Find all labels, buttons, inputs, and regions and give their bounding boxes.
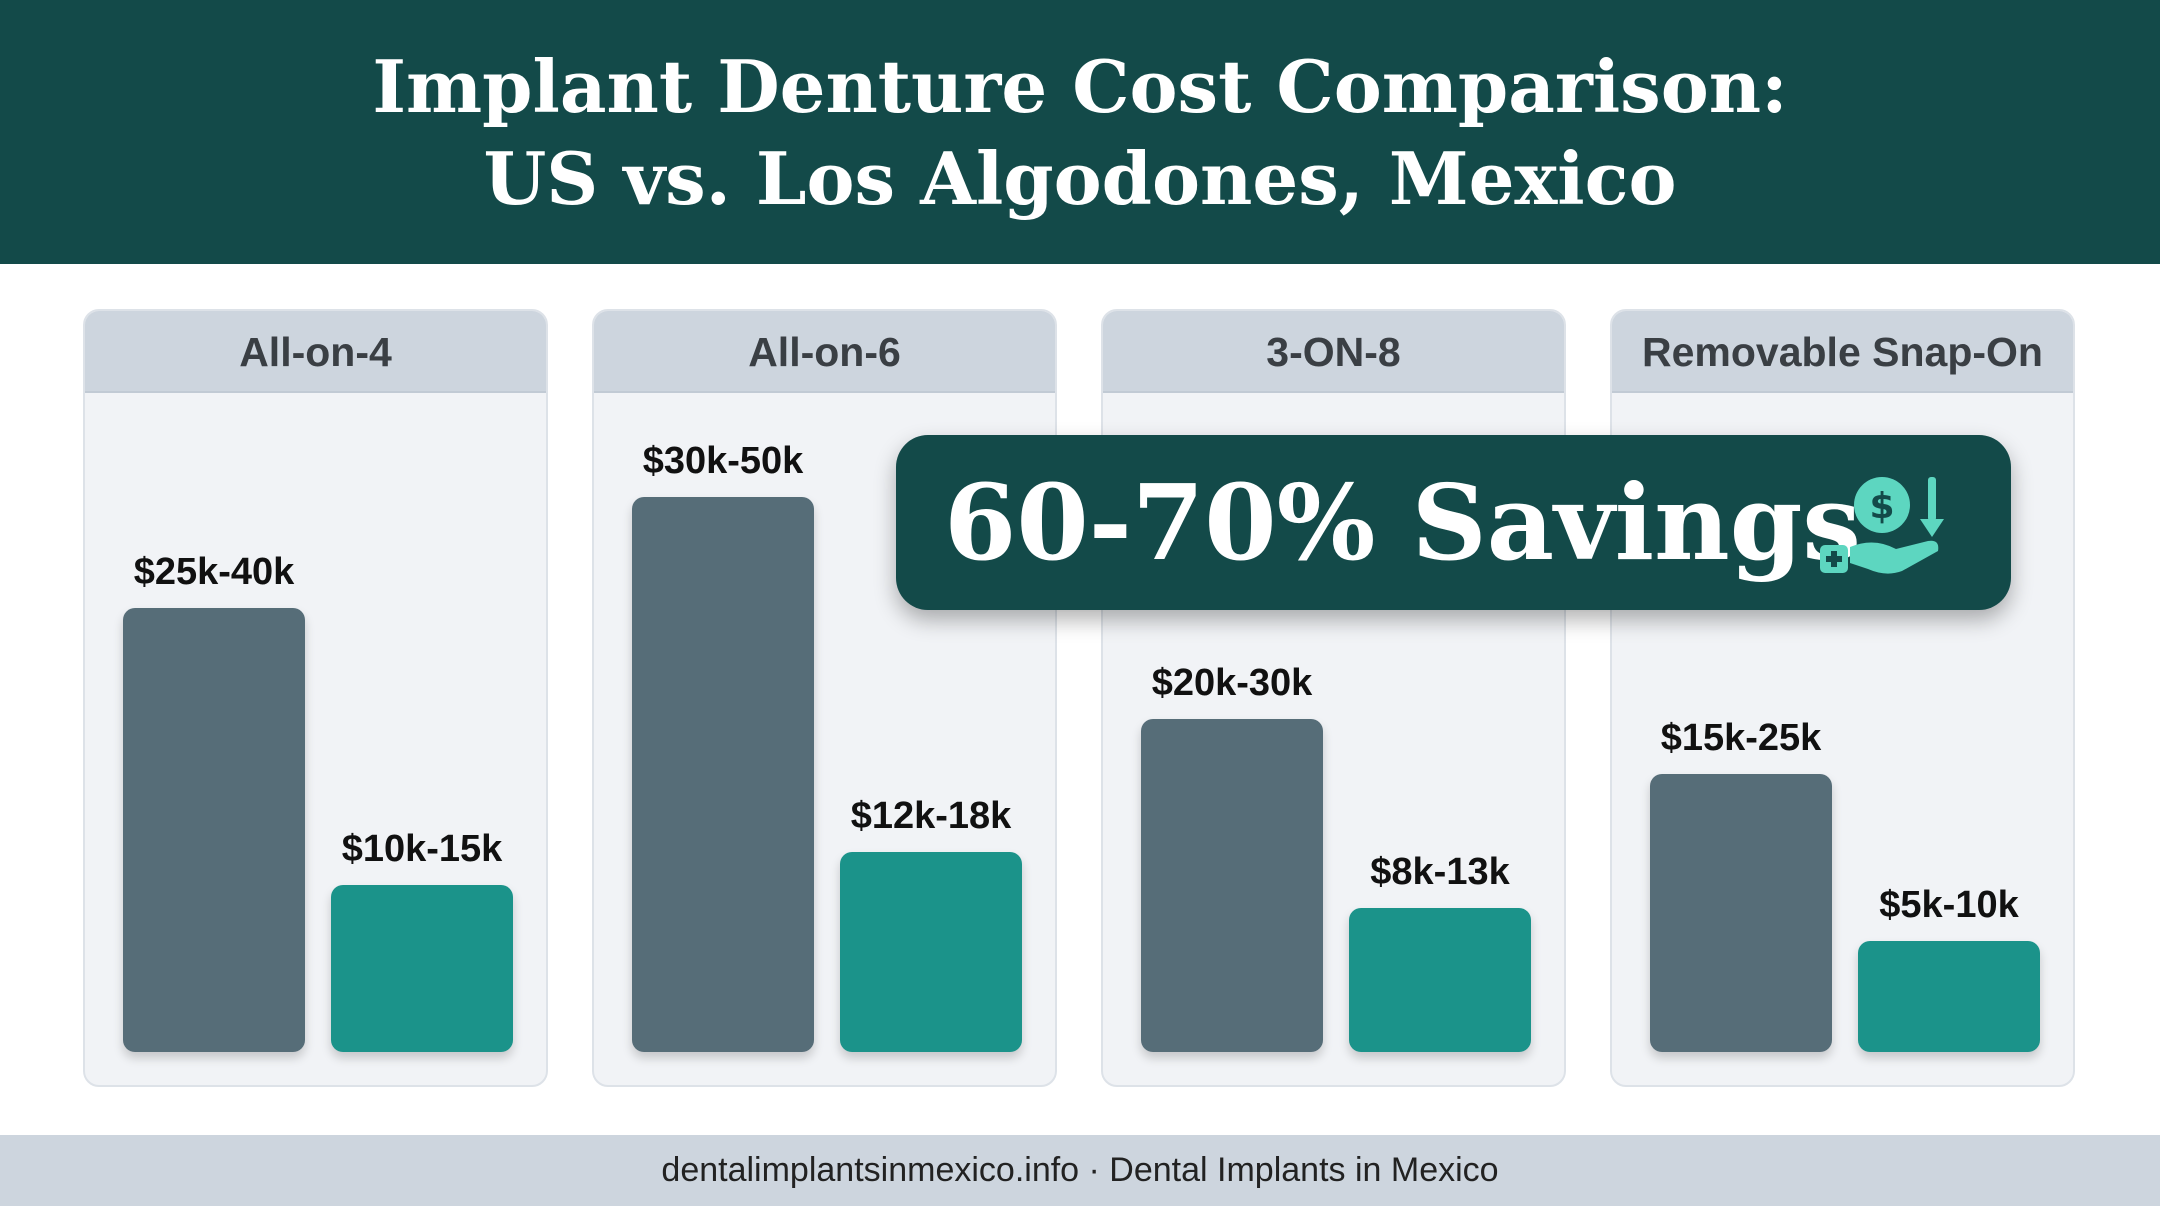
savings-callout: 60-70% Savings $ xyxy=(896,435,2011,610)
category-label: All-on-4 xyxy=(85,311,546,393)
dollar-glyph: $ xyxy=(1869,486,1894,527)
us-cost-bar xyxy=(1650,774,1832,1052)
category-label: All-on-6 xyxy=(594,311,1055,393)
mexico-cost-label: $12k-18k xyxy=(850,795,1012,837)
hand-coin-savings-icon: $ xyxy=(1820,477,1944,574)
mexico-cost-bar xyxy=(331,885,513,1052)
us-cost-label: $15k-25k xyxy=(1660,717,1822,759)
page-title-line-2: US vs. Los Algodones, Mexico xyxy=(483,136,1677,221)
mexico-cost-label: $10k-15k xyxy=(341,828,503,870)
category-label: Removable Snap-On xyxy=(1612,311,2073,393)
us-cost-bar xyxy=(632,497,814,1052)
mexico-cost-bar xyxy=(1349,908,1531,1052)
hand-shape xyxy=(1850,540,1939,574)
panel-3-on-8: 3-ON-8 $20k-30k $8k-13k xyxy=(1101,309,1566,1087)
plus-vertical xyxy=(1831,551,1837,567)
arrow-head xyxy=(1920,519,1944,537)
panel-all-on-4: All-on-4 $25k-40k $10k-15k xyxy=(83,309,548,1087)
us-cost-bar xyxy=(1141,719,1323,1052)
mexico-cost-label: $8k-13k xyxy=(1370,851,1510,893)
mexico-cost-bar xyxy=(840,852,1022,1052)
footer-text: dentalimplantsinmexico.info · Dental Imp… xyxy=(661,1151,1499,1189)
savings-callout-text: 60-70% Savings xyxy=(944,461,1861,584)
header-banner: Implant Denture Cost Comparison: US vs. … xyxy=(0,0,2160,264)
mexico-cost-label: $5k-10k xyxy=(1879,884,2019,926)
category-label: 3-ON-8 xyxy=(1103,311,1564,393)
panel-all-on-6: All-on-6 $30k-50k $12k-18k xyxy=(592,309,1057,1087)
us-cost-label: $30k-50k xyxy=(642,440,804,482)
page-title-line-1: Implant Denture Cost Comparison: xyxy=(372,44,1788,129)
footer: dentalimplantsinmexico.info · Dental Imp… xyxy=(0,1135,2160,1206)
mexico-cost-bar xyxy=(1858,941,2040,1052)
us-cost-label: $20k-30k xyxy=(1151,662,1313,704)
coin-shape xyxy=(1854,477,1910,533)
us-cost-bar xyxy=(123,608,305,1052)
panel-removable-snap-on: Removable Snap-On $15k-25k $5k-10k xyxy=(1610,309,2075,1087)
us-cost-label: $25k-40k xyxy=(133,551,295,593)
arrow-shaft xyxy=(1928,477,1936,521)
